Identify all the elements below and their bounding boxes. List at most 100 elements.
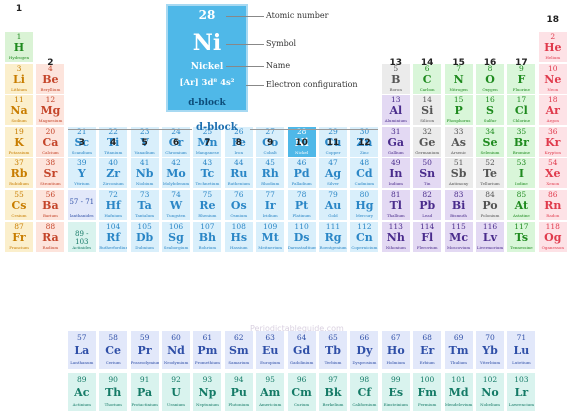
element-cell-cs[interactable]: 55 Cs Cesium: [4, 189, 34, 221]
element-cell-ni[interactable]: 28 Ni Nickel: [286, 125, 317, 158]
element-cell-lu[interactable]: 71 Lu Lutetium: [506, 330, 537, 370]
element-cell-c[interactable]: 6 C Carbon: [412, 62, 443, 95]
element-cell-al[interactable]: 13 Al Aluminium: [380, 94, 411, 127]
element-cell-zr[interactable]: 40 Zr Zirconium: [98, 157, 129, 190]
element-cell-placeholder-3-6[interactable]: 57 - 71 lanthanides: [66, 189, 97, 221]
element-cell-te[interactable]: 52 Te Tellurium: [475, 157, 505, 190]
element-cell-zn[interactable]: 30 Zn Zinc: [349, 125, 380, 158]
element-cell-np[interactable]: 93 Np Neptunium: [192, 372, 223, 412]
element-cell-rg[interactable]: 111 Rg Roentgenium: [318, 220, 348, 253]
element-cell-pu[interactable]: 94 Pu Plutonium: [223, 372, 254, 412]
element-cell-as[interactable]: 33 As Arsenic: [443, 125, 474, 158]
element-cell-cl[interactable]: 17 Cl Chlorine: [506, 94, 537, 127]
element-cell-ds[interactable]: 110 Ds Darmstadtium: [286, 220, 317, 253]
element-cell-sg[interactable]: 106 Sg Seaborgium: [161, 220, 191, 253]
element-cell-se[interactable]: 34 Se Selenium: [475, 125, 505, 158]
element-cell-gd[interactable]: 64 Gd Gadolinium: [286, 330, 317, 370]
element-cell-sb[interactable]: 51 Sb Antimony: [443, 157, 474, 190]
element-cell-f[interactable]: 9 F Fluorine: [506, 62, 537, 95]
element-cell-fe[interactable]: 26 Fe Iron: [223, 125, 254, 158]
element-cell-n[interactable]: 7 N Nitrogen: [443, 62, 474, 95]
element-cell-pa[interactable]: 91 Pa Protactinium: [129, 372, 160, 412]
element-cell-fm[interactable]: 100 Fm Fermium: [412, 372, 443, 412]
element-cell-co[interactable]: 27 Co Cobalt: [255, 125, 286, 158]
element-cell-rn[interactable]: 86 Rn Radon: [537, 189, 568, 221]
element-cell-dy[interactable]: 66 Dy Dysprosium: [349, 330, 380, 370]
element-cell-ca[interactable]: 20 Ca Calcium: [35, 125, 66, 158]
element-cell-es[interactable]: 99 Es Einsteinium: [380, 372, 411, 412]
element-cell-os[interactable]: 76 Os Osmium: [223, 189, 254, 221]
element-cell-pd[interactable]: 46 Pd Palladium: [286, 157, 317, 190]
element-cell-rb[interactable]: 37 Rb Rubidium: [4, 157, 34, 190]
element-cell-mn[interactable]: 25 Mn Manganese: [192, 125, 223, 158]
element-cell-lr[interactable]: 103 Lr Lawrencium: [506, 372, 537, 412]
element-cell-cr[interactable]: 24 Cr Chromium: [161, 125, 191, 158]
element-cell-ra[interactable]: 88 Ra Radium: [35, 220, 66, 253]
element-cell-eu[interactable]: 63 Eu Europium: [255, 330, 286, 370]
element-cell-kr[interactable]: 36 Kr Krypton: [537, 125, 568, 158]
element-cell-sn[interactable]: 50 Sn Tin: [412, 157, 443, 190]
element-cell-v[interactable]: 23 V Vanadium: [129, 125, 160, 158]
element-cell-o[interactable]: 8 O Oxygen: [475, 62, 505, 95]
element-cell-tm[interactable]: 69 Tm Thulium: [443, 330, 474, 370]
element-cell-pb[interactable]: 82 Pb Lead: [412, 189, 443, 221]
element-cell-at[interactable]: 85 At Astatine: [506, 189, 537, 221]
element-cell-lv[interactable]: 116 Lv Livermorium: [475, 220, 505, 253]
element-cell-br[interactable]: 35 Br Bromine: [506, 125, 537, 158]
element-cell-sc[interactable]: 21 Sc Scandium: [66, 125, 97, 158]
element-cell-au[interactable]: 79 Au Gold: [318, 189, 348, 221]
element-cell-ge[interactable]: 32 Ge Germanium: [412, 125, 443, 158]
element-cell-mc[interactable]: 115 Mc Moscovium: [443, 220, 474, 253]
element-cell-sr[interactable]: 38 Sr Strontium: [35, 157, 66, 190]
element-cell-tl[interactable]: 81 Tl Thallium: [380, 189, 411, 221]
element-cell-na[interactable]: 11 Na Sodium: [4, 94, 34, 127]
element-cell-cm[interactable]: 96 Cm Curium: [286, 372, 317, 412]
element-cell-re[interactable]: 75 Re Rhenium: [192, 189, 223, 221]
element-cell-p[interactable]: 15 P Phosphorus: [443, 94, 474, 127]
element-cell-ba[interactable]: 56 Ba Barium: [35, 189, 66, 221]
element-cell-hf[interactable]: 72 Hf Hafnium: [98, 189, 129, 221]
element-cell-ag[interactable]: 47 Ag Silver: [318, 157, 348, 190]
element-cell-og[interactable]: 118 Og Oganesson: [537, 220, 568, 253]
element-cell-pm[interactable]: 61 Pm Promethium: [192, 330, 223, 370]
element-cell-ts[interactable]: 117 Ts Tennessine: [506, 220, 537, 253]
element-cell-k[interactable]: 19 K Potassium: [4, 125, 34, 158]
element-cell-placeholder-3-7[interactable]: 89 - 103 Actinides: [66, 220, 97, 253]
element-cell-mt[interactable]: 109 Mt Meitnerium: [255, 220, 286, 253]
element-cell-ho[interactable]: 67 Ho Holmium: [380, 330, 411, 370]
element-cell-ac[interactable]: 89 Ac Actinium: [66, 372, 97, 412]
element-cell-er[interactable]: 68 Er Erbium: [412, 330, 443, 370]
element-cell-li[interactable]: 3 Li Lithium: [4, 62, 34, 95]
element-cell-xe[interactable]: 54 Xe Xenon: [537, 157, 568, 190]
element-cell-ar[interactable]: 18 Ar Argon: [537, 94, 568, 127]
element-cell-bi[interactable]: 83 Bi Bismuth: [443, 189, 474, 221]
element-cell-db[interactable]: 105 Db Dubnium: [129, 220, 160, 253]
element-cell-ta[interactable]: 73 Ta Tantalum: [129, 189, 160, 221]
element-cell-ne[interactable]: 10 Ne Neon: [537, 62, 568, 95]
element-cell-md[interactable]: 101 Md Mendelevium: [443, 372, 474, 412]
element-cell-cu[interactable]: 29 Cu Copper: [318, 125, 348, 158]
element-cell-w[interactable]: 74 W Tungsten: [161, 189, 191, 221]
element-cell-b[interactable]: 5 B Boron: [380, 62, 411, 95]
element-cell-th[interactable]: 90 Th Thorium: [98, 372, 129, 412]
element-cell-rh[interactable]: 45 Rh Rhodium: [255, 157, 286, 190]
element-cell-u[interactable]: 92 U Uranium: [161, 372, 191, 412]
element-cell-si[interactable]: 14 Si Silicon: [412, 94, 443, 127]
element-cell-mo[interactable]: 42 Mo Molybdenum: [161, 157, 191, 190]
element-cell-he[interactable]: 2 He Helium: [537, 31, 568, 63]
element-cell-nh[interactable]: 113 Nh Nihonium: [380, 220, 411, 253]
element-cell-pt[interactable]: 78 Pt Platinum: [286, 189, 317, 221]
element-cell-i[interactable]: 53 I Iodine: [506, 157, 537, 190]
element-cell-tb[interactable]: 65 Tb Terbium: [318, 330, 348, 370]
element-cell-fr[interactable]: 87 Fr Francium: [4, 220, 34, 253]
element-cell-ru[interactable]: 44 Ru Ruthenium: [223, 157, 254, 190]
element-cell-hs[interactable]: 108 Hs Hassium: [223, 220, 254, 253]
element-cell-cf[interactable]: 98 Cf Californium: [349, 372, 380, 412]
element-cell-pr[interactable]: 59 Pr Praseodymium: [129, 330, 160, 370]
element-cell-nb[interactable]: 41 Nb Niobium: [129, 157, 160, 190]
element-cell-tc[interactable]: 43 Tc Technetium: [192, 157, 223, 190]
element-cell-sm[interactable]: 62 Sm Samarium: [223, 330, 254, 370]
element-cell-ti[interactable]: 22 Ti Titanium: [98, 125, 129, 158]
element-cell-yb[interactable]: 70 Yb Ytterbium: [475, 330, 505, 370]
element-cell-bh[interactable]: 107 Bh Bohrium: [192, 220, 223, 253]
